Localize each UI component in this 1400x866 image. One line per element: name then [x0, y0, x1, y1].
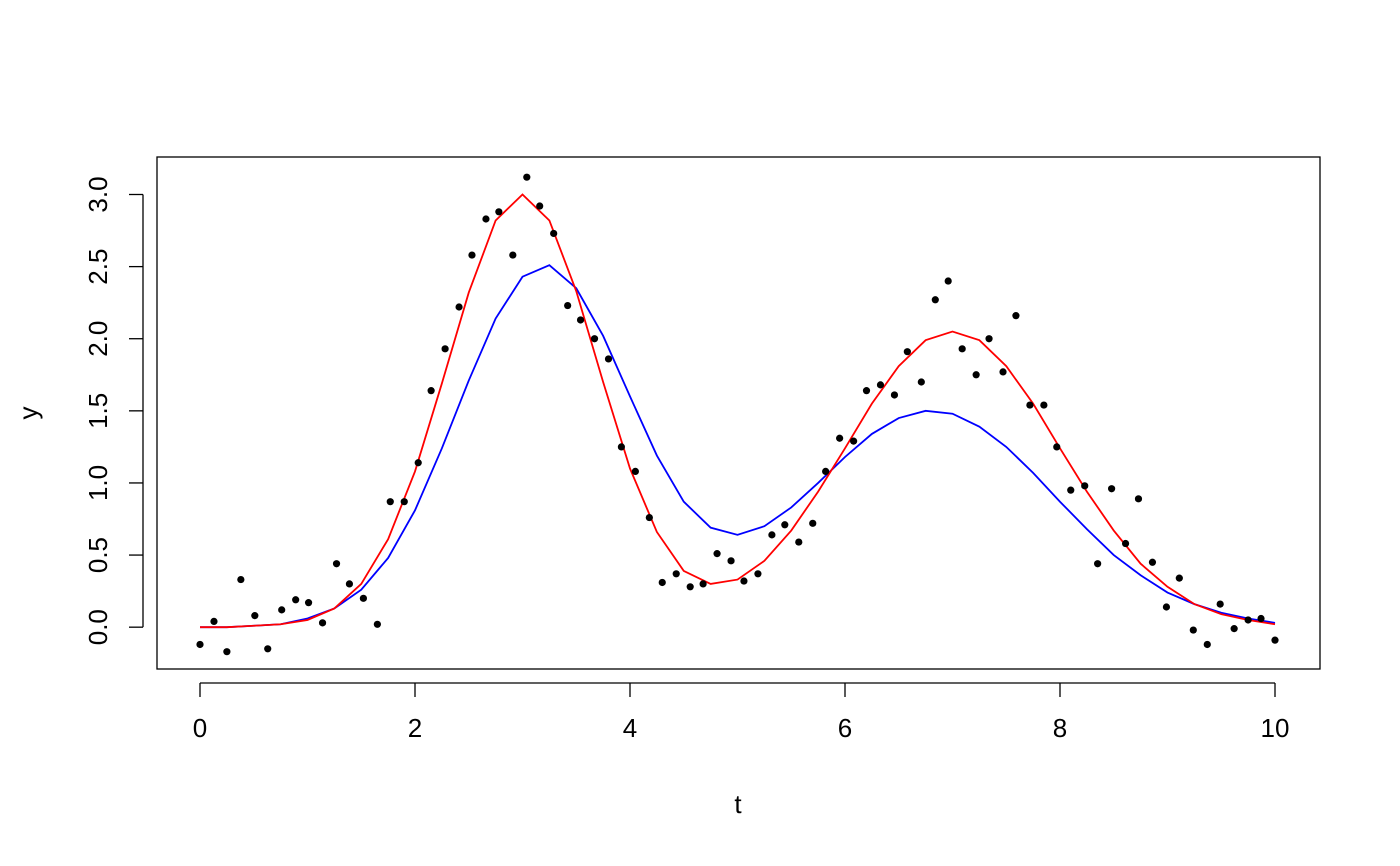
point	[809, 519, 817, 527]
point	[468, 251, 476, 259]
y-axis-title: y	[13, 407, 43, 420]
point	[1230, 625, 1238, 633]
point	[550, 229, 558, 238]
y-tick-label: 0.5	[83, 537, 113, 573]
point	[1081, 482, 1089, 490]
point	[536, 202, 544, 210]
point	[1203, 640, 1211, 649]
point	[414, 459, 422, 467]
point	[1189, 626, 1197, 634]
point	[658, 578, 666, 587]
point	[985, 335, 993, 343]
y-tick-label: 2.0	[83, 321, 113, 357]
point	[304, 599, 313, 607]
point	[332, 560, 341, 568]
point	[1026, 401, 1034, 409]
line	[200, 193, 1276, 629]
point	[944, 277, 952, 285]
point	[210, 617, 218, 626]
point	[699, 580, 707, 588]
point	[359, 594, 367, 602]
y-tick-label: 3.0	[83, 176, 113, 212]
point	[1244, 616, 1252, 624]
line	[200, 264, 1276, 629]
point	[590, 335, 599, 343]
point	[1040, 401, 1048, 409]
x-tick-label: 6	[838, 713, 852, 743]
point	[1216, 600, 1224, 608]
point	[1148, 558, 1157, 566]
point	[345, 580, 354, 588]
point	[237, 575, 245, 584]
point	[972, 371, 980, 379]
point	[754, 570, 762, 578]
point	[509, 251, 517, 259]
point	[264, 645, 272, 653]
point	[576, 316, 585, 324]
point	[686, 583, 694, 591]
point	[495, 208, 503, 216]
point	[482, 215, 490, 223]
point	[645, 513, 653, 522]
point	[1094, 560, 1102, 568]
point	[617, 443, 626, 451]
point	[862, 387, 871, 395]
point	[768, 531, 776, 539]
point	[822, 467, 830, 476]
point	[672, 570, 680, 578]
point	[604, 355, 613, 363]
point	[958, 345, 966, 353]
point	[727, 557, 735, 565]
point	[441, 345, 449, 353]
point	[1053, 443, 1061, 451]
point	[1012, 312, 1020, 320]
point	[795, 538, 803, 546]
point	[1175, 574, 1183, 582]
y-tick-label: 1.5	[83, 393, 113, 429]
point	[386, 498, 394, 506]
point	[931, 296, 939, 304]
point	[999, 368, 1007, 376]
point	[876, 381, 885, 389]
point	[251, 612, 259, 620]
point	[917, 378, 925, 386]
plot-box	[156, 156, 1321, 670]
point	[292, 596, 300, 604]
point	[1108, 485, 1116, 493]
point	[713, 550, 721, 558]
point	[223, 648, 231, 656]
x-tick-label: 8	[1053, 713, 1067, 743]
point	[1257, 614, 1265, 623]
x-tick-label: 0	[193, 713, 207, 743]
point	[1162, 603, 1171, 611]
point	[903, 348, 911, 356]
point	[1067, 486, 1075, 494]
point	[1121, 539, 1130, 548]
point	[1134, 495, 1143, 503]
point	[1271, 636, 1279, 644]
point	[781, 521, 789, 529]
x-tick-label: 10	[1261, 713, 1290, 743]
point	[890, 391, 899, 399]
point	[523, 173, 531, 181]
point	[318, 619, 327, 627]
y-tick-label: 2.5	[83, 249, 113, 285]
point	[427, 387, 435, 395]
point	[373, 620, 381, 628]
point	[740, 577, 748, 585]
point	[850, 437, 858, 445]
x-tick-label: 4	[623, 713, 637, 743]
point	[196, 640, 204, 649]
point	[836, 434, 844, 442]
point	[631, 467, 639, 476]
point	[455, 303, 463, 311]
x-tick-label: 2	[408, 713, 422, 743]
y-tick-label: 0.0	[83, 609, 113, 645]
x-axis-title: t	[734, 789, 742, 819]
point	[400, 498, 408, 506]
y-tick-label: 1.0	[83, 465, 113, 501]
point	[564, 301, 572, 310]
point	[278, 606, 286, 614]
